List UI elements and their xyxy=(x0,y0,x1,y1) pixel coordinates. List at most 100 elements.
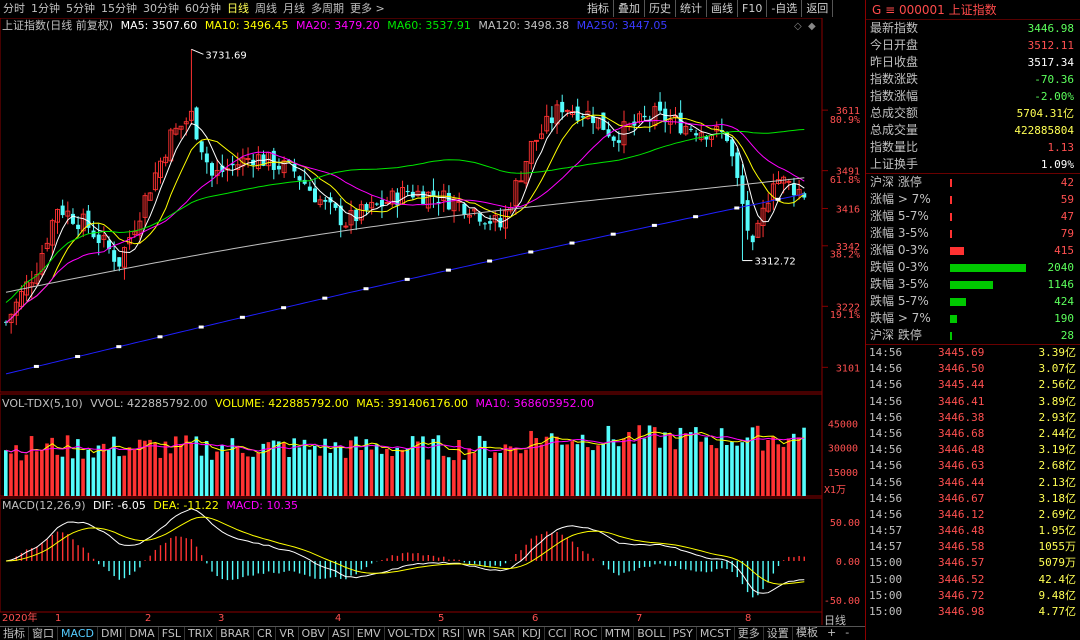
volume-bar xyxy=(766,439,770,496)
period-label: 日线 xyxy=(824,614,846,627)
template-btn-2[interactable]: - xyxy=(845,626,850,639)
indicator-tab-18[interactable]: CCI xyxy=(545,627,571,640)
ma250-marker xyxy=(528,250,534,254)
tick-volume: 3.18亿 xyxy=(1038,491,1077,505)
volume-bar xyxy=(622,438,626,496)
period-3[interactable]: 15分钟 xyxy=(101,2,137,15)
indicator-tab-16[interactable]: SAR xyxy=(490,627,520,640)
indicator-tab-14[interactable]: RSI xyxy=(439,627,465,640)
tick-row: 15:00 3446.98 4.77亿 xyxy=(866,604,1080,620)
volume-bar xyxy=(34,451,39,496)
indicator-tab-13[interactable]: VOL-TDX xyxy=(385,627,440,640)
indicator-tab-9[interactable]: VR xyxy=(276,627,299,640)
indicator-tab-21[interactable]: BOLL xyxy=(634,627,670,640)
period-8[interactable]: 月线 xyxy=(283,2,305,15)
ma250-marker xyxy=(33,364,39,368)
ma250-marker xyxy=(198,325,204,329)
period-5[interactable]: 60分钟 xyxy=(185,2,221,15)
volume-bar xyxy=(302,439,307,496)
candle-body xyxy=(188,110,194,121)
kline-chart-area[interactable]: 361180.9%349161.8%3416334238.2%322219.1%… xyxy=(0,0,865,626)
indicator-tab-15[interactable]: WR xyxy=(464,627,490,640)
indicator-tab-7[interactable]: BRAR xyxy=(217,627,255,640)
candle-body xyxy=(220,165,225,172)
volume-bar xyxy=(374,444,379,496)
candle-body xyxy=(302,179,307,184)
template-btn-1[interactable]: + xyxy=(827,626,837,639)
legend-ma5: MA5: 3507.60 xyxy=(120,19,198,32)
tick-price: 3446.68 xyxy=(938,426,985,440)
tool-7[interactable]: 返回 xyxy=(802,0,834,17)
candle-body xyxy=(730,139,735,157)
candle-body xyxy=(333,203,338,208)
candle-body xyxy=(117,257,122,267)
ma250-marker xyxy=(651,223,657,227)
indicator-tab-11[interactable]: ASI xyxy=(329,627,354,640)
period-1[interactable]: 1分钟 xyxy=(31,2,60,15)
indicator-tab-12[interactable]: EMV xyxy=(354,627,385,640)
tool-4[interactable]: 画线 xyxy=(707,0,738,17)
candle-body xyxy=(735,152,740,178)
period-7[interactable]: 周线 xyxy=(255,2,277,15)
indicator-tab-24[interactable]: 更多 xyxy=(735,627,764,640)
volume-bar xyxy=(297,447,302,496)
indicator-tab-10[interactable]: OBV xyxy=(299,627,329,640)
indicator-tab-17[interactable]: KDJ xyxy=(519,627,545,640)
indicator-tab-4[interactable]: DMA xyxy=(126,627,159,640)
volume-bar xyxy=(580,434,585,496)
period-2[interactable]: 5分钟 xyxy=(66,2,95,15)
tool-2[interactable]: 历史 xyxy=(645,0,676,17)
volume-bar xyxy=(158,457,163,496)
tool-6[interactable]: -自选 xyxy=(767,0,803,17)
candle-body xyxy=(354,209,359,222)
indicator-tab-0[interactable]: 指标 xyxy=(0,627,29,640)
volume-bar xyxy=(709,444,714,496)
template-btn-0[interactable]: 模板 xyxy=(796,626,818,639)
tick-row: 14:56 3446.50 3.07亿 xyxy=(866,361,1080,377)
indicator-tab-22[interactable]: PSY xyxy=(670,627,697,640)
indicator-tab-20[interactable]: MTM xyxy=(602,627,635,640)
volume-bar xyxy=(575,444,580,496)
period-9[interactable]: 多周期 xyxy=(311,2,344,15)
indicator-tab-25[interactable]: 设置 xyxy=(764,627,793,640)
indicator-tab-2[interactable]: MACD xyxy=(58,627,98,640)
date-label-7: 7 xyxy=(636,613,643,624)
candle-body xyxy=(281,160,287,174)
candle-body xyxy=(591,116,596,124)
candle-body xyxy=(616,140,621,143)
macd-axis-label: 50.00 xyxy=(830,518,860,529)
indicator-tab-1[interactable]: 窗口 xyxy=(29,627,58,640)
macd-dif: DIF: -6.05 xyxy=(93,499,146,512)
quote-row: 今日开盘 3512.11 xyxy=(866,37,1080,54)
volume-bar xyxy=(719,428,724,496)
indicator-tab-19[interactable]: ROC xyxy=(571,627,602,640)
breadth-bar xyxy=(950,332,952,340)
tool-0[interactable]: 指标 xyxy=(583,0,614,17)
volume-bar xyxy=(616,446,621,496)
indicator-tab-5[interactable]: FSL xyxy=(159,627,185,640)
indicator-tab-3[interactable]: DMI xyxy=(98,627,127,640)
quote-header[interactable]: G ≡ 000001 上证指数 xyxy=(866,0,1080,20)
indicator-tab-23[interactable]: MCST xyxy=(697,627,735,640)
volume-bar xyxy=(143,440,147,496)
date-label-3: 3 xyxy=(218,613,225,624)
candle-body xyxy=(204,153,209,163)
breadth-row: 跌幅 3-5% 1146 xyxy=(866,276,1080,293)
volume-bar xyxy=(761,450,765,496)
period-0[interactable]: 分时 xyxy=(3,2,25,15)
volume-bar xyxy=(606,425,611,496)
tool-3[interactable]: 统计 xyxy=(676,0,707,17)
candle-body xyxy=(549,117,554,124)
legend-ma60: MA60: 3537.91 xyxy=(387,19,471,32)
tool-5[interactable]: F10 xyxy=(738,0,768,17)
period-10[interactable]: 更多 > xyxy=(350,2,385,15)
volume-bar xyxy=(549,433,554,496)
tool-1[interactable]: 叠加 xyxy=(614,0,645,17)
indicator-tab-8[interactable]: CR xyxy=(254,627,277,640)
indicator-tab-6[interactable]: TRIX xyxy=(185,627,218,640)
period-4[interactable]: 30分钟 xyxy=(143,2,179,15)
candle-body xyxy=(791,183,796,196)
quote-panel: G ≡ 000001 上证指数 最新指数 3446.98 今日开盘 3512.11 昨日… xyxy=(865,0,1080,640)
tick-price: 3446.50 xyxy=(938,362,985,376)
period-6[interactable]: 日线 xyxy=(227,2,249,15)
